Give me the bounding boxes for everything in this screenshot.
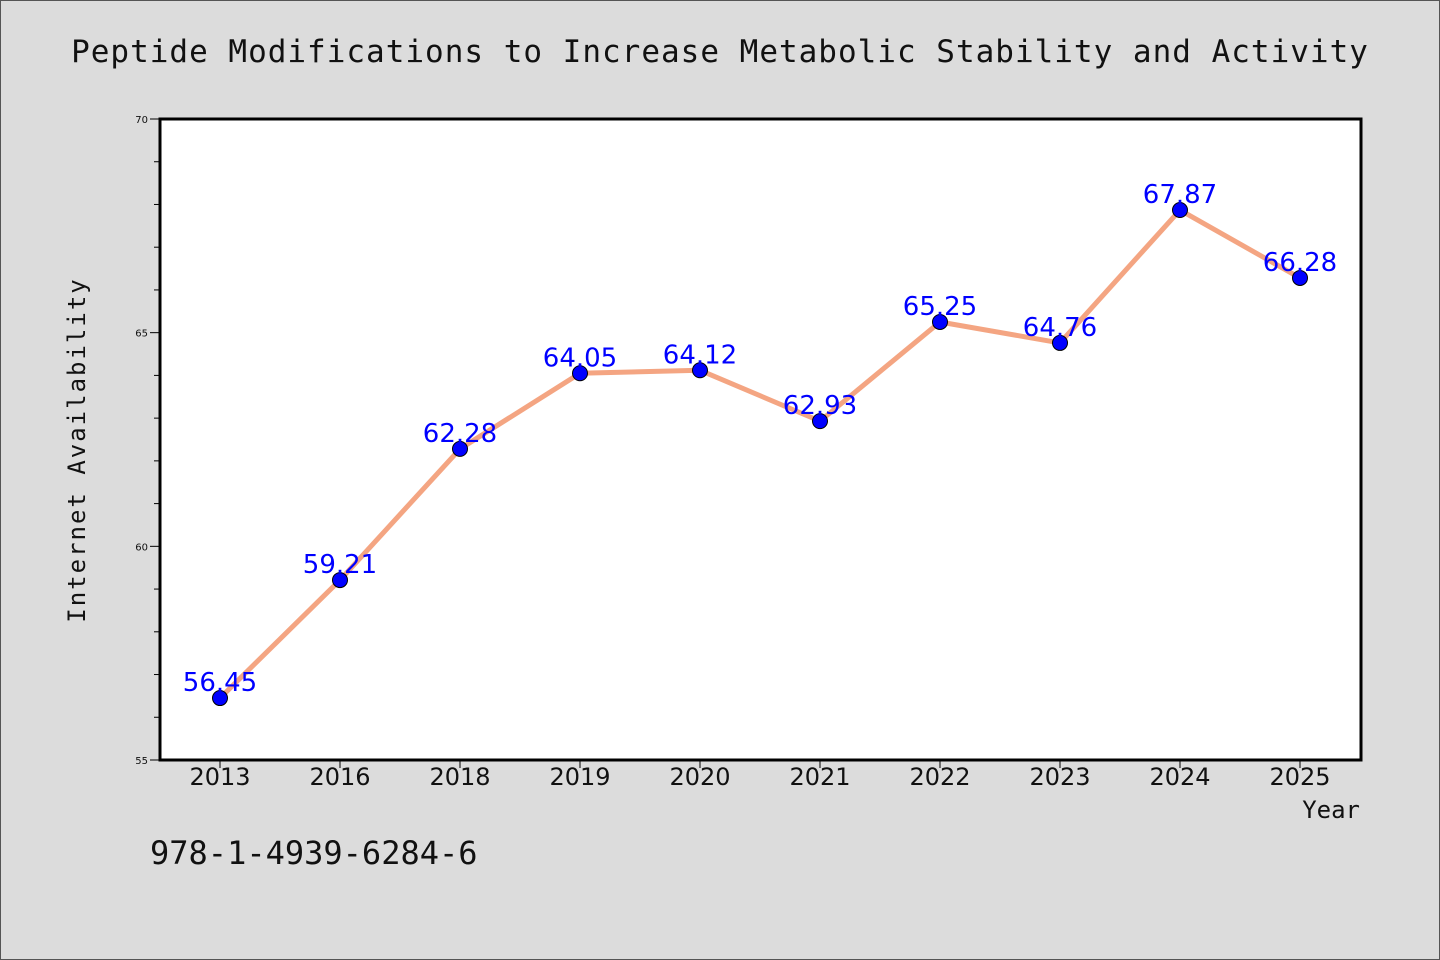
data-label: 64.76 [1023, 313, 1097, 343]
y-tick-label: 65 [135, 329, 148, 340]
data-point [1292, 269, 1308, 286]
x-tick-label: 2016 [309, 763, 370, 791]
data-label: 66.28 [1263, 248, 1337, 278]
y-tick-label: 70 [135, 115, 148, 126]
data-point [932, 313, 948, 330]
x-tick-label: 2022 [909, 763, 970, 791]
data-point [1172, 202, 1188, 219]
x-tick-label: 2020 [669, 763, 730, 791]
data-label: 67.87 [1143, 180, 1217, 210]
data-label: 59.21 [303, 550, 377, 580]
y-tick-label: 60 [135, 542, 148, 553]
data-point [1052, 334, 1068, 351]
y-tick-label: 55 [135, 756, 148, 767]
data-point [572, 365, 588, 382]
data-point [332, 572, 348, 589]
x-tick-label: 2021 [789, 763, 850, 791]
x-tick-label: 2023 [1029, 763, 1090, 791]
isbn-annotation: 978-1-4939-6284-6 [150, 834, 478, 872]
x-axis-title: Year [1302, 796, 1360, 824]
axes: 55 60 65 70 2013 2016 2018 2019 2020 2021 2022 2023… [135, 115, 1330, 791]
data-point [212, 690, 228, 707]
plot-area [160, 119, 1361, 760]
x-tick-label: 2025 [1269, 763, 1330, 791]
x-tick-label: 2019 [549, 763, 610, 791]
data-label: 62.28 [423, 419, 497, 449]
data-point [812, 413, 828, 430]
data-label: 56.45 [183, 668, 257, 698]
data-point [452, 440, 468, 457]
x-tick-label: 2024 [1149, 763, 1210, 791]
plot-border [158, 117, 1363, 762]
data-label: 64.12 [663, 340, 737, 370]
data-label: 64.05 [543, 343, 617, 373]
chart-title: Peptide Modifications to Increase Metabo… [71, 34, 1369, 70]
x-tick-label: 2013 [189, 763, 250, 791]
data-point [692, 362, 708, 379]
series-line [217, 207, 1303, 701]
data-label: 65.25 [903, 292, 977, 322]
data-label: 62.93 [783, 391, 857, 421]
series: 56.45 59.21 62.28 64.05 64.12 62.93 65.25 64.76… [183, 180, 1337, 707]
x-tick-label: 2018 [429, 763, 490, 791]
